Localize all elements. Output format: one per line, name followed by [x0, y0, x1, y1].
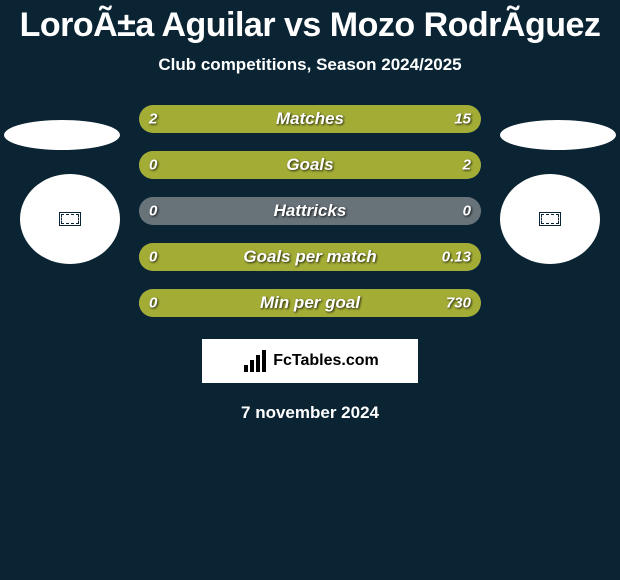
bar-value-right: 730	[446, 295, 471, 312]
left-team-oval	[4, 120, 120, 150]
page-subtitle: Club competitions, Season 2024/2025	[0, 55, 620, 75]
bar-value-left: 0	[149, 295, 157, 312]
bar-value-right: 2	[463, 157, 471, 174]
flag-icon	[539, 212, 561, 226]
bar-value-left: 0	[149, 249, 157, 266]
stat-bar: 0 2 Goals	[139, 151, 481, 179]
bar-value-left: 0	[149, 157, 157, 174]
stat-bar: 0 730 Min per goal	[139, 289, 481, 317]
stat-bar: 0 0 Hattricks	[139, 197, 481, 225]
bar-label: Goals per match	[243, 247, 376, 267]
bar-value-right: 0.13	[442, 249, 471, 266]
bar-label: Hattricks	[274, 201, 347, 221]
bar-value-left: 0	[149, 203, 157, 220]
bar-label: Matches	[276, 109, 344, 129]
stat-bars: 2 15 Matches 0 2 Goals 0 0 Hattricks 0 0.13 Goals p…	[139, 105, 481, 317]
stat-bar: 2 15 Matches	[139, 105, 481, 133]
right-team-oval	[500, 120, 616, 150]
right-team-badge	[500, 174, 600, 264]
stat-bar: 0 0.13 Goals per match	[139, 243, 481, 271]
bar-label: Goals	[286, 155, 333, 175]
bar-label: Min per goal	[260, 293, 360, 313]
brand-box: FcTables.com	[202, 339, 418, 383]
left-team-badge	[20, 174, 120, 264]
barchart-icon	[241, 350, 267, 372]
page-title: LoroÃ±a Aguilar vs Mozo RodrÃ­guez	[0, 0, 620, 45]
bar-value-left: 2	[149, 111, 157, 128]
bar-value-right: 0	[463, 203, 471, 220]
infographic-container: LoroÃ±a Aguilar vs Mozo RodrÃ­guez Club …	[0, 0, 620, 423]
bar-value-right: 15	[454, 111, 471, 128]
footer-date: 7 november 2024	[0, 403, 620, 423]
flag-icon	[59, 212, 81, 226]
brand-text: FcTables.com	[273, 352, 379, 370]
